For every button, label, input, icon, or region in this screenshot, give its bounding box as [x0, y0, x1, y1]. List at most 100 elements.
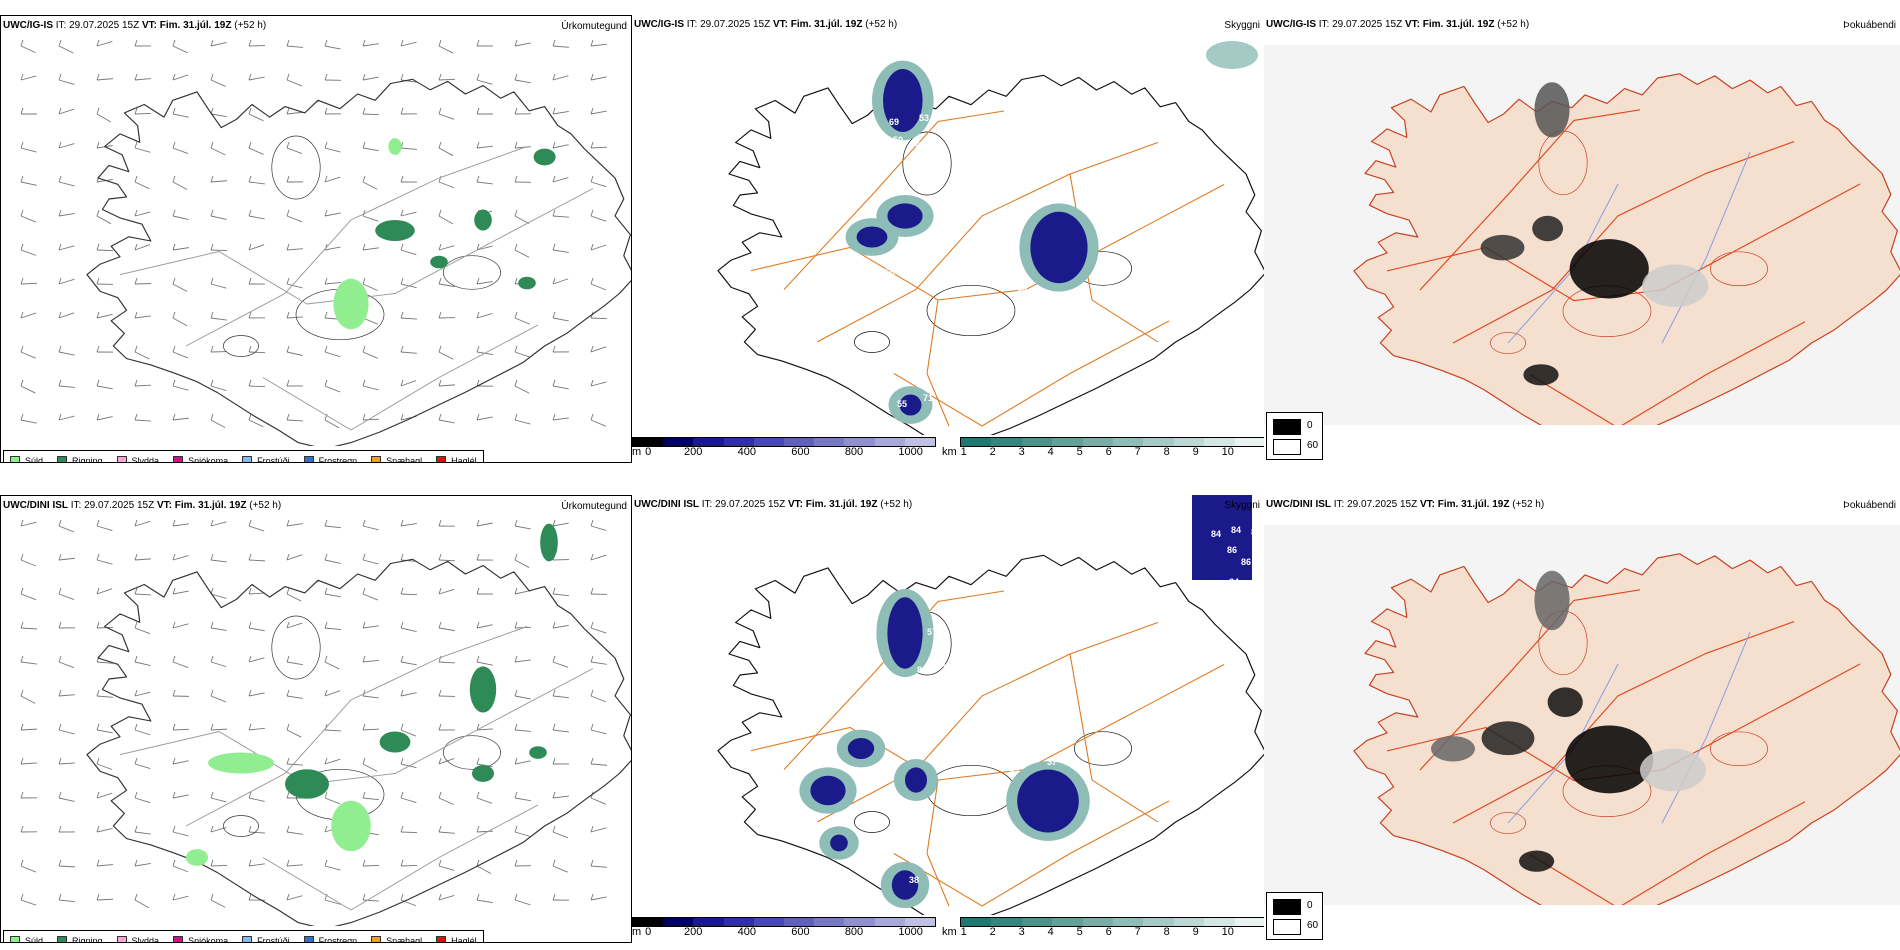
wind-barb	[210, 864, 228, 867]
height-unit: m	[632, 446, 642, 458]
wind-barb	[248, 559, 266, 562]
legend-item: Snæhagl	[371, 936, 422, 942]
colorbar-step	[1234, 918, 1264, 926]
legend-label: Snjókoma	[188, 456, 229, 463]
wind-barb-feather	[134, 243, 138, 251]
wind-barb-feather	[590, 859, 594, 867]
wind-barb	[324, 176, 341, 183]
cloud-base-area	[847, 738, 875, 759]
wind-barb-feather	[172, 621, 176, 629]
wind-barb-feather	[552, 73, 556, 81]
wind-barb-feather	[400, 379, 404, 387]
wind-barb	[286, 45, 303, 48]
wind-barb	[438, 831, 455, 834]
wind-barb-feather	[58, 825, 62, 833]
iceland-coastline	[1353, 553, 1900, 905]
wind-barb	[552, 75, 569, 81]
wind-barb	[514, 559, 530, 568]
iceland-coastline	[717, 554, 1264, 915]
colorbar-step	[1052, 918, 1083, 926]
visibility-colorbar	[960, 917, 1264, 927]
wind-barb-feather	[400, 209, 404, 217]
wind-barb	[362, 695, 379, 699]
wind-barb	[362, 593, 378, 601]
legend-swatch	[57, 936, 68, 942]
wind-barb	[476, 181, 493, 185]
wind-barb	[552, 215, 569, 218]
wind-barb-feather	[210, 791, 214, 799]
wind-barb	[210, 79, 226, 87]
vt-value: Fim. 31.júl. 19Z	[790, 19, 863, 30]
wind-barb-feather	[324, 39, 328, 47]
offshore-low-cloud	[1192, 495, 1252, 580]
precip-area	[474, 209, 492, 231]
wind-barb-feather	[514, 73, 518, 81]
wind-barb	[438, 113, 455, 120]
tick-label: 2	[989, 926, 996, 938]
colorbar-step	[991, 438, 1022, 446]
wind-barb	[324, 212, 341, 217]
wind-barb	[20, 351, 36, 359]
wind-barb-feather	[134, 757, 138, 765]
panel-header: UWC/DINI ISL IT: 29.07.2025 15Z VT: Fim.…	[634, 499, 912, 510]
wind-barb-feather	[400, 73, 404, 81]
fog-signal-area	[1565, 725, 1654, 794]
wind-barb-feather	[58, 655, 62, 663]
wind-barb	[20, 695, 36, 704]
wind-barb-feather	[438, 519, 442, 527]
wind-barb-feather	[210, 243, 214, 251]
tick-label: 6	[1105, 446, 1112, 458]
wind-barb-feather	[400, 519, 404, 527]
wind-barb-feather	[286, 209, 290, 217]
visibility-label: 41	[921, 723, 931, 733]
colorbar-step	[693, 438, 724, 446]
model-name: UWC/DINI ISL	[634, 499, 699, 510]
wind-barb-feather	[20, 689, 24, 697]
wind-barb	[134, 899, 150, 909]
wind-barb-feather	[400, 553, 404, 561]
panel-title: Úrkomutegund	[561, 501, 627, 512]
vt-value: Fim. 31.júl. 19Z	[805, 499, 878, 510]
wind-barb-feather	[248, 621, 252, 629]
wind-barb-feather	[552, 345, 556, 353]
colorbar-step	[663, 438, 694, 446]
wind-barb	[590, 283, 607, 291]
wind-barb-feather	[20, 757, 24, 765]
fog-white-swatch	[1273, 439, 1301, 455]
wind-barb-feather	[96, 39, 100, 47]
it-label: IT:	[701, 499, 713, 510]
wind-barb-feather	[248, 519, 252, 527]
wind-barb-feather	[210, 379, 214, 387]
visibility-label: 86	[1241, 557, 1251, 567]
fog-signal-area	[1523, 364, 1559, 386]
wind-barb	[400, 41, 417, 47]
legend-label: Snjókoma	[188, 936, 229, 943]
wind-barb-feather	[172, 73, 176, 81]
wind-barb-feather	[514, 209, 518, 217]
wind-barb	[362, 113, 380, 116]
wind-barb-feather	[400, 689, 404, 697]
visibility-map: 69 53 50 51 72 80 94 60 35 105 55 71	[717, 41, 1264, 435]
legend-label: Frostúði	[257, 456, 290, 463]
precip-area	[285, 769, 329, 799]
wind-barb-feather	[552, 689, 556, 697]
wind-barb-feather	[400, 345, 404, 353]
wind-barb-feather	[248, 893, 252, 901]
wind-barb-feather	[590, 553, 594, 561]
wind-barb-feather	[20, 243, 24, 251]
visibility-label: 72	[945, 197, 955, 207]
visibility-label: 60	[885, 267, 895, 277]
wind-barb	[96, 416, 113, 421]
wind-barb-feather	[438, 311, 442, 319]
wind-barb	[134, 558, 151, 561]
wind-barb-feather	[58, 859, 62, 867]
tick-label: 9	[1192, 926, 1199, 938]
wind-barb	[552, 417, 569, 421]
tick-label: 0	[645, 926, 652, 938]
visibility-ticks: km 1 2 3 4 5 6 7 8 9 10	[942, 446, 1264, 458]
wind-barb-feather	[476, 277, 480, 285]
wind-barb	[134, 78, 151, 81]
wind-barb-feather	[324, 107, 328, 115]
wind-barb	[590, 346, 607, 353]
wind-barb	[476, 865, 492, 874]
